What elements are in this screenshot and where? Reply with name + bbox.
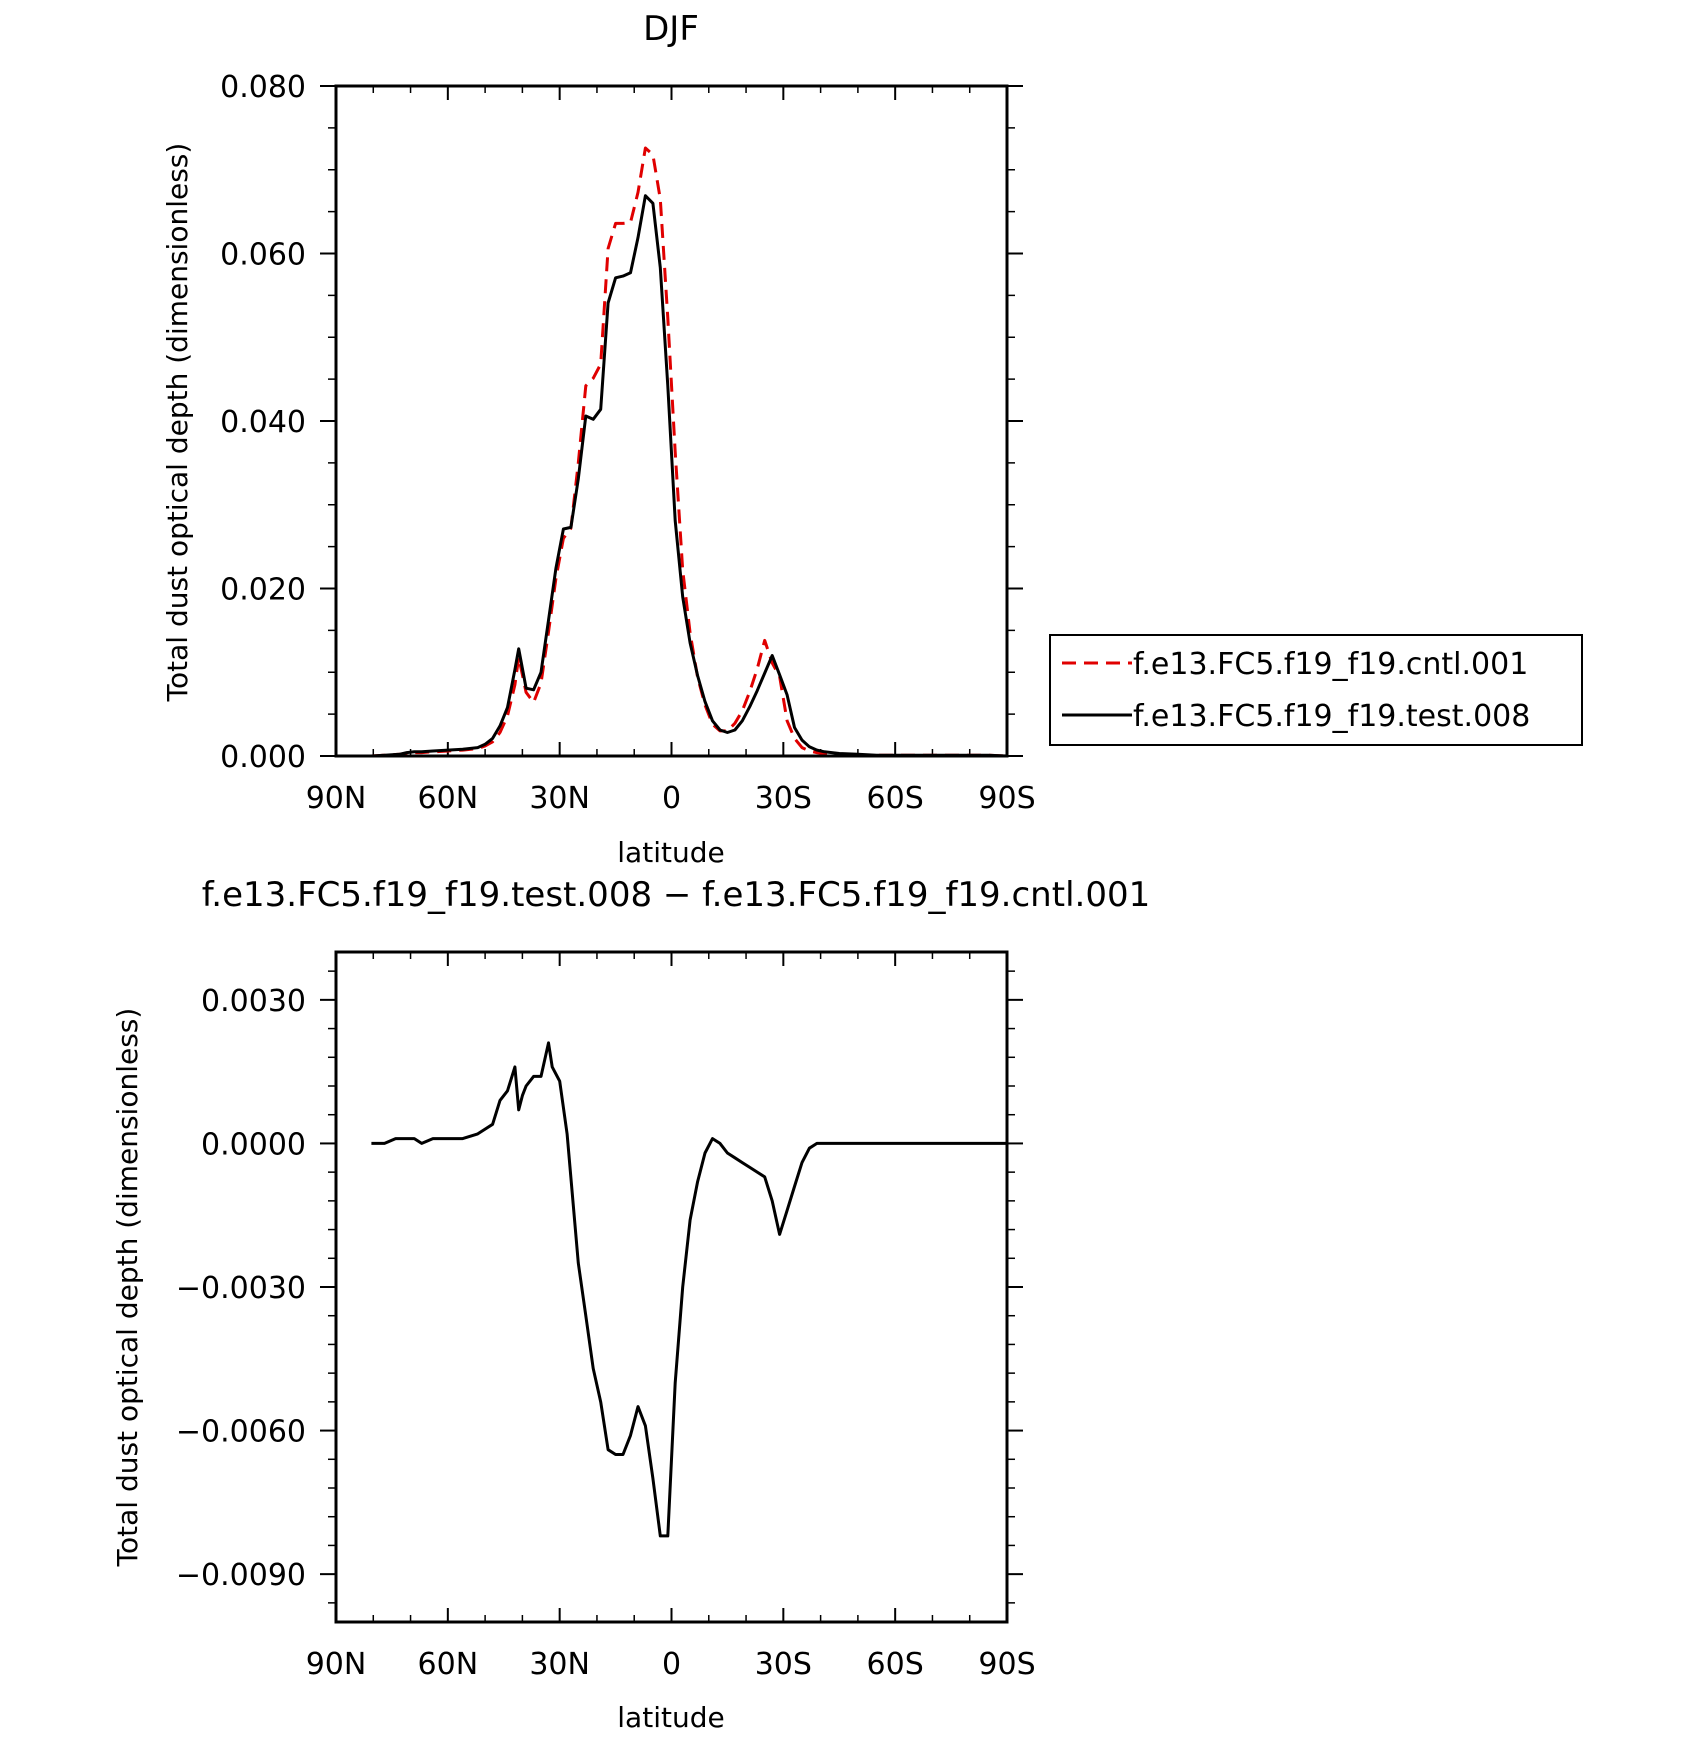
- top-series-line-0: [371, 146, 1008, 758]
- bottom-chart-xlabel: latitude: [617, 1701, 724, 1734]
- top-x-tick-label: 30N: [529, 781, 590, 816]
- bottom-y-tick-label: −0.0030: [176, 1271, 306, 1306]
- top-chart-title: DJF: [643, 9, 699, 49]
- bottom-x-tick-label: 60S: [867, 1647, 924, 1682]
- top-y-tick-label: 0.000: [220, 740, 306, 775]
- bottom-y-tick-label: −0.0060: [176, 1415, 306, 1450]
- top-x-tick-label: 60N: [418, 781, 479, 816]
- top-x-tick-label: 0: [662, 781, 681, 816]
- bottom-chart-title: f.e13.FC5.f19_f19.test.008 − f.e13.FC5.f…: [202, 875, 1150, 915]
- top-chart-frame: [334, 84, 1009, 758]
- top-y-tick-label: 0.040: [220, 405, 306, 440]
- top-chart-ticks: [320, 85, 1023, 757]
- top-x-tick-label: 90S: [978, 781, 1035, 816]
- bottom-y-tick-label: 0.0030: [201, 984, 306, 1019]
- top-x-tick-label: 90N: [306, 781, 367, 816]
- legend-label-cntl: f.e13.FC5.f19_f19.cntl.001: [1133, 647, 1528, 682]
- legend-label-test: f.e13.FC5.f19_f19.test.008: [1133, 699, 1530, 734]
- top-x-tick-label: 60S: [867, 781, 924, 816]
- top-chart-xlabel: latitude: [617, 836, 724, 869]
- top-chart-panel: DJF 90N 60N 30N 0 30S 60S 90S 0.000 0.020 0.040 0.…: [161, 9, 1583, 869]
- bottom-x-tick-label: 30N: [529, 1647, 590, 1682]
- bottom-x-tick-label: 0: [662, 1647, 681, 1682]
- top-y-tick-label: 0.020: [220, 573, 306, 608]
- bottom-x-tick-label: 90N: [306, 1647, 367, 1682]
- bottom-chart-series: [371, 1041, 1007, 1538]
- bottom-chart-frame: [334, 950, 1009, 1624]
- top-chart-series: [371, 146, 1008, 758]
- bottom-chart-ylabel: Total dust optical depth (dimensionless): [111, 1008, 144, 1568]
- top-y-tick-label: 0.060: [220, 238, 306, 273]
- bottom-x-tick-label: 30S: [755, 1647, 812, 1682]
- bottom-y-tick-label: −0.0090: [176, 1558, 306, 1593]
- top-chart-tick-labels: 90N 60N 30N 0 30S 60S 90S 0.000 0.020 0.040 0.060 0…: [220, 70, 1036, 816]
- bottom-x-tick-label: 90S: [978, 1647, 1035, 1682]
- legend: f.e13.FC5.f19_f19.cntl.001 f.e13.FC5.f19…: [1049, 634, 1583, 746]
- top-y-tick-label: 0.080: [220, 70, 306, 105]
- top-series-line-1: [371, 194, 1008, 758]
- top-x-tick-label: 30S: [755, 781, 812, 816]
- top-chart-ylabel: Total dust optical depth (dimensionless): [161, 143, 194, 703]
- bottom-x-tick-label: 60N: [418, 1647, 479, 1682]
- bottom-chart-ticks: [320, 952, 1023, 1622]
- bottom-chart-panel: f.e13.FC5.f19_f19.test.008 − f.e13.FC5.f…: [111, 875, 1150, 1734]
- bottom-y-tick-label: 0.0000: [201, 1127, 306, 1162]
- bottom-series-line-0: [371, 1041, 1007, 1538]
- bottom-chart-tick-labels: 90N 60N 30N 0 30S 60S 90S 0.0030 0.0000 −0.0030 −0…: [176, 984, 1036, 1682]
- legend-box: [1049, 634, 1583, 746]
